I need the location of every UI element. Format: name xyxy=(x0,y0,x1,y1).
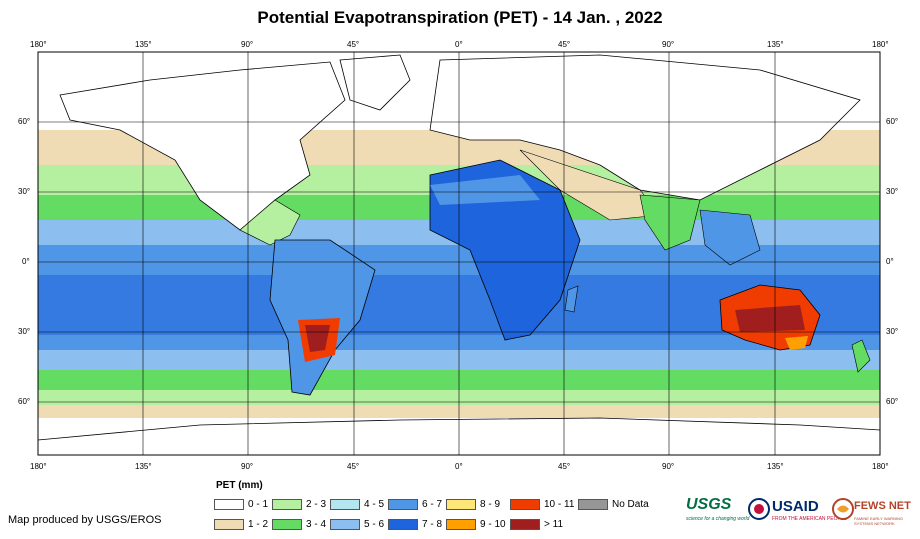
legend-swatch xyxy=(446,518,476,530)
new-zealand xyxy=(851,339,871,373)
lon-label-top-135e: 135° xyxy=(767,40,784,49)
usaid-tagline: FROM THE AMERICAN PEOPLE xyxy=(772,516,847,522)
lon-label-bottom-45e: 45° xyxy=(558,462,571,471)
africa xyxy=(429,159,581,341)
legend-swatch xyxy=(272,498,302,510)
lat-label-right-60n: 60° xyxy=(886,117,899,126)
legend-item-7-8: 7 - 8 xyxy=(388,518,442,530)
lat-label-right-30s: 30° xyxy=(886,327,899,336)
legend-item-9-10: 9 - 10 xyxy=(446,518,506,530)
lat-label-left-60s: 60° xyxy=(18,397,31,406)
legend-item-4-5: 4 - 5 xyxy=(330,498,384,510)
lon-label-bottom-135e: 135° xyxy=(767,462,784,471)
map-frame xyxy=(37,51,881,456)
madagascar xyxy=(564,285,579,313)
lon-label-top-45w: 45° xyxy=(347,40,360,49)
sahara-region xyxy=(430,175,540,205)
lon-label-bottom-90e: 90° xyxy=(662,462,675,471)
lon-label-top-90w: 90° xyxy=(241,40,254,49)
agency-logos: USGS science for a changing world USAID … xyxy=(686,496,916,532)
legend-label: 6 - 7 xyxy=(422,498,443,510)
legend-label: No Data xyxy=(612,498,649,510)
legend-label: 9 - 10 xyxy=(480,518,506,530)
map-area: 180° 135° 90° 45° 0° 45° 90° 135° 180° 1… xyxy=(18,40,899,471)
australia-southeast xyxy=(785,336,808,350)
lon-label-bottom-180w: 180° xyxy=(30,462,47,471)
lon-label-top-45e: 45° xyxy=(558,40,571,49)
legend-swatch xyxy=(388,518,418,530)
legend-swatch xyxy=(578,498,608,510)
usgs-tagline: science for a changing world xyxy=(686,516,750,522)
lon-label-bottom-45w: 45° xyxy=(347,462,360,471)
fews-net-tagline: FAMINE EARLY WARNING SYSTEMS NETWORK xyxy=(854,516,904,526)
lon-label-bottom-0: 0° xyxy=(455,462,463,471)
legend-label: 10 - 11 xyxy=(544,498,575,510)
legend-label: > 11 xyxy=(544,518,563,530)
legend-title: PET (mm) xyxy=(216,480,263,491)
legend-swatch xyxy=(214,518,244,530)
usgs-logo-text: USGS xyxy=(686,496,732,513)
lat-label-right-60s: 60° xyxy=(886,397,899,406)
legend: 0 - 1 1 - 2 2 - 3 3 - 4 4 - 5 5 - 6 6 - … xyxy=(214,498,654,532)
legend-swatch xyxy=(510,498,540,510)
lon-label-bottom-180e: 180° xyxy=(872,462,889,471)
legend-item-5-6: 5 - 6 xyxy=(330,518,384,530)
legend-swatch xyxy=(446,498,476,510)
eurasia xyxy=(429,54,861,201)
legend-item-0-1: 0 - 1 xyxy=(214,498,268,510)
legend-item-no-data: No Data xyxy=(578,498,649,510)
world-map xyxy=(37,51,881,456)
lat-label-right-0: 0° xyxy=(886,257,894,266)
graticule xyxy=(38,52,880,455)
legend-label: 1 - 2 xyxy=(248,518,269,530)
usaid-logo-text: USAID xyxy=(772,498,819,515)
greenland xyxy=(339,54,411,111)
legend-label: 8 - 9 xyxy=(480,498,501,510)
south-america xyxy=(269,239,376,396)
map-title: Potential Evapotranspiration (PET) - 14 … xyxy=(257,8,663,27)
lon-label-bottom-90w: 90° xyxy=(241,462,254,471)
lon-label-bottom-135w: 135° xyxy=(135,462,152,471)
legend-label: 4 - 5 xyxy=(364,498,385,510)
legend-item-3-4: 3 - 4 xyxy=(272,518,326,530)
legend-item-10-11: 10 - 11 xyxy=(510,498,574,510)
lat-label-left-30s: 30° xyxy=(18,327,31,336)
legend-item-gt-11: > 11 xyxy=(510,518,563,530)
legend-swatch xyxy=(510,518,540,530)
legend-swatch xyxy=(330,518,360,530)
legend-swatch xyxy=(388,498,418,510)
lon-label-top-0: 0° xyxy=(455,40,463,49)
australia-peak-pet xyxy=(735,305,805,332)
lon-label-top-135w: 135° xyxy=(135,40,152,49)
legend-item-6-7: 6 - 7 xyxy=(388,498,442,510)
lat-label-left-0: 0° xyxy=(22,257,30,266)
legend-label: 7 - 8 xyxy=(422,518,443,530)
lat-label-right-30n: 30° xyxy=(886,187,899,196)
fews-net-logo-text: FEWS NET xyxy=(854,500,911,512)
legend-item-8-9: 8 - 9 xyxy=(446,498,500,510)
north-america xyxy=(59,61,346,231)
usaid-seal-icon xyxy=(748,498,770,520)
legend-item-2-3: 2 - 3 xyxy=(272,498,326,510)
central-america xyxy=(239,199,301,246)
lat-label-left-60n: 60° xyxy=(18,117,31,126)
middle-east xyxy=(519,149,661,221)
map-credit: Map produced by USGS/EROS xyxy=(8,514,162,526)
lon-label-top-180w: 180° xyxy=(30,40,47,49)
legend-label: 5 - 6 xyxy=(364,518,385,530)
lat-label-left-30n: 30° xyxy=(18,187,31,196)
southeast-asia xyxy=(699,209,761,266)
lon-label-top-90e: 90° xyxy=(662,40,675,49)
legend-label: 2 - 3 xyxy=(306,498,327,510)
legend-label: 3 - 4 xyxy=(306,518,327,530)
lon-label-top-180e: 180° xyxy=(872,40,889,49)
fews-net-globe-icon xyxy=(832,498,854,520)
legend-swatch xyxy=(272,518,302,530)
legend-swatch xyxy=(214,498,244,510)
south-asia xyxy=(639,194,701,251)
legend-swatch xyxy=(330,498,360,510)
legend-item-1-2: 1 - 2 xyxy=(214,518,268,530)
usgs-logo: USGS xyxy=(686,496,731,514)
legend-label: 0 - 1 xyxy=(248,498,269,510)
